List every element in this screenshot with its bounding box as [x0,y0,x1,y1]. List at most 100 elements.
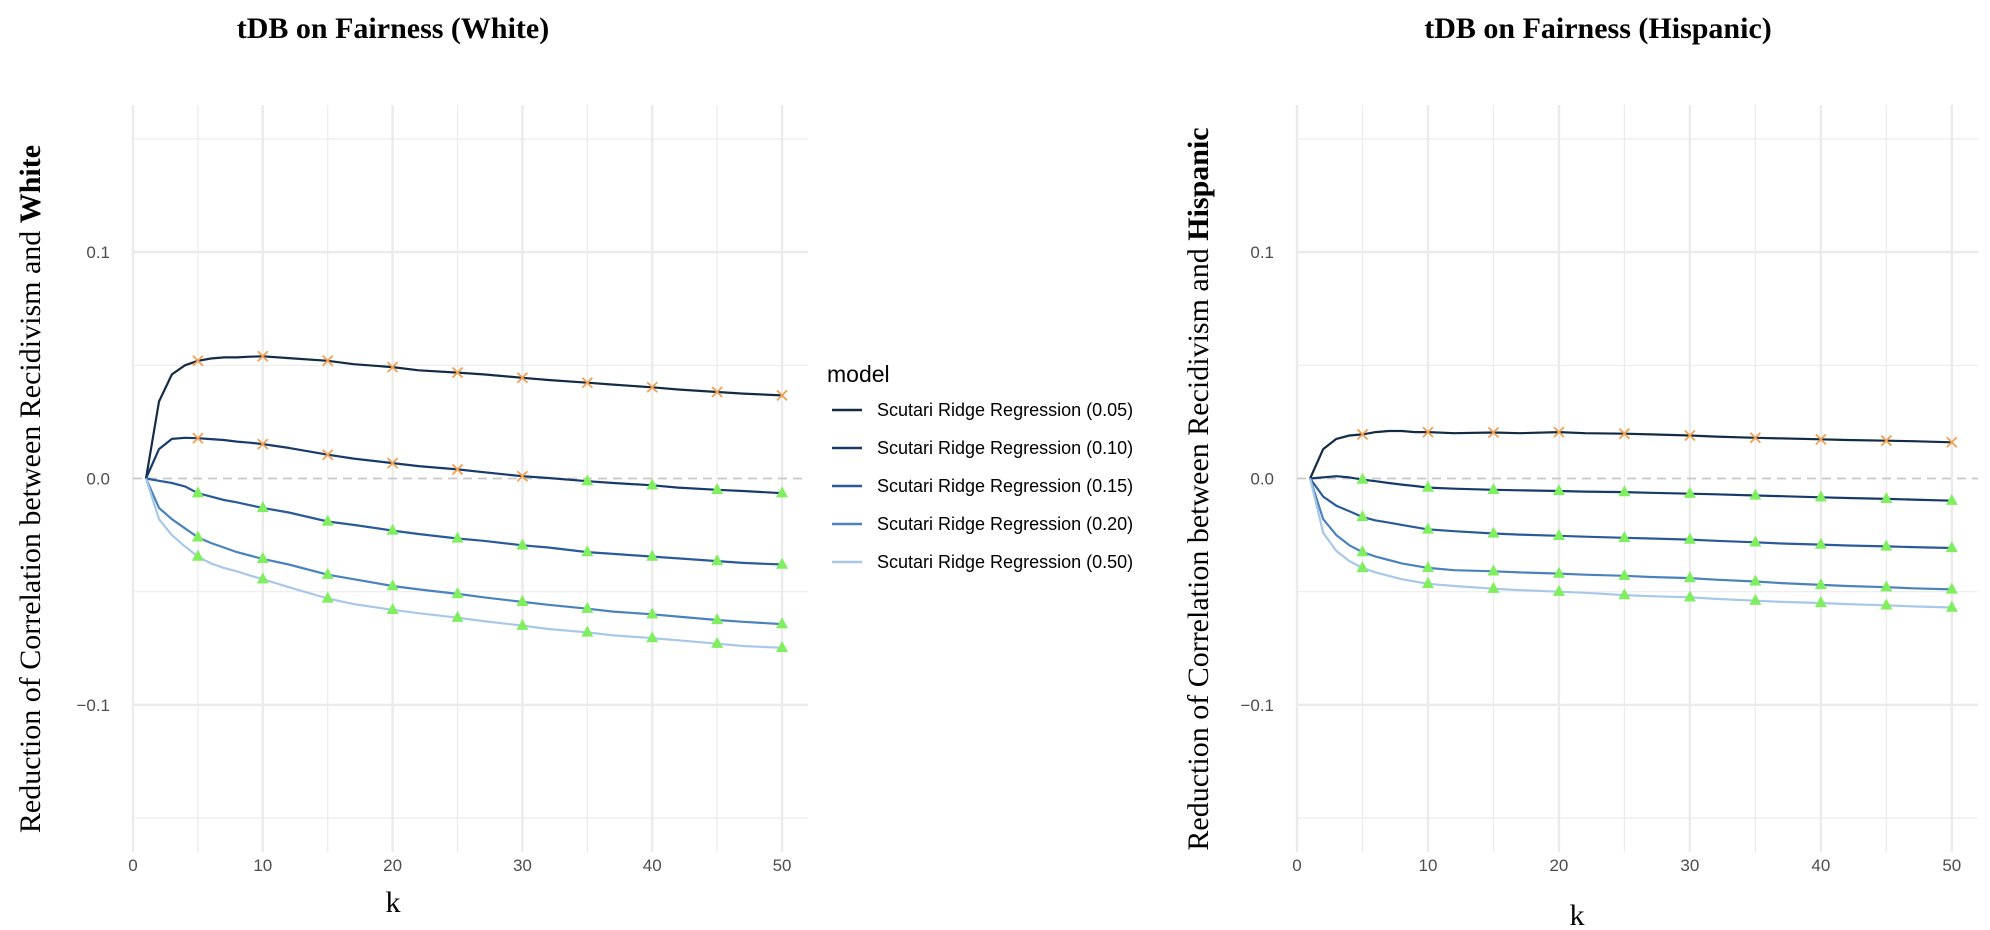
data-point-triangle [451,587,464,599]
cross-stroke [192,432,204,444]
x-tick-label: 50 [773,856,792,875]
data-point-cross [1422,426,1434,438]
cross-stroke [451,366,464,379]
cross-stroke [257,350,269,362]
data-point-cross [516,372,529,384]
data-point-cross [451,366,464,379]
cross-stroke [386,457,399,469]
legend-item-label: Scutari Ridge Regression (0.50) [877,552,1133,572]
series-line [144,478,783,626]
series-line [1309,477,1952,550]
data-point-triangle [776,617,789,629]
data-point-triangle [1683,571,1696,583]
cross-stroke [1553,426,1565,438]
legend: model Scutari Ridge Regression (0.05) Scu… [827,361,1133,572]
x-tick-label: 50 [1942,856,1961,875]
data-point-triangle [386,579,399,591]
x-tick-label: 0 [1292,856,1301,875]
y-axis-label-group: Hispanic [1182,127,1215,240]
x-tick-label: 30 [1680,856,1699,875]
data-point-cross [516,470,529,482]
data-point-triangle [1421,561,1434,573]
cross-stroke [322,355,334,367]
legend-item-label: Scutari Ridge Regression (0.20) [877,514,1133,534]
series-line [1309,478,1952,591]
data-point-cross [711,386,723,398]
y-tick-label: 0.0 [1250,470,1274,489]
legend-item-label: Scutari Ridge Regression (0.05) [877,400,1133,420]
data-point-triangle [191,530,204,542]
data-point-cross [1946,436,1958,448]
data-point-cross [1880,435,1892,447]
y-axis-label-group: White [14,145,47,223]
cross-stroke [646,381,658,393]
data-point-triangle [776,486,789,498]
legend-item: Scutari Ridge Regression (0.10) [832,438,1133,458]
y-axis-label-prefix: Reduction of Correlation between Recidiv… [14,223,47,833]
data-point-triangle [1880,598,1893,610]
legend-item: Scutari Ridge Regression (0.05) [832,400,1133,420]
data-point-triangle [1945,600,1958,612]
data-point-triangle [1421,522,1434,534]
data-point-triangle [1421,480,1434,492]
data-point-triangle [1749,593,1762,605]
data-point-triangle [1814,596,1827,608]
y-axis-label-white: Reduction of Correlation between Recidiv… [14,145,47,833]
data-point-triangle [1552,484,1565,496]
data-point-cross [1749,432,1762,444]
data-point-triangle [1880,580,1893,592]
cross-stroke [1487,426,1500,439]
data-point-cross [1553,426,1565,438]
cross-stroke [192,355,204,367]
data-point-triangle [711,554,724,566]
legend-item-label: Scutari Ridge Regression (0.15) [877,476,1133,496]
data-point-triangle [1945,582,1958,594]
cross-stroke [516,470,529,482]
data-point-triangle [581,474,594,486]
data-point-cross [192,432,204,444]
x-axis-label-hispanic: k [1570,899,1585,930]
series-line [1310,475,1952,502]
x-tick-label: 10 [1419,856,1438,875]
data-point-triangle [256,552,269,564]
cross-stroke [581,377,593,389]
x-tick-label: 20 [383,856,402,875]
data-point-triangle [646,607,659,619]
data-point-triangle [516,618,529,630]
data-point-cross [322,355,334,367]
data-point-triangle [321,591,334,603]
data-point-triangle [256,572,269,584]
data-point-triangle [646,549,659,561]
x-tick-label: 30 [513,856,532,875]
data-point-triangle [1618,530,1631,542]
legend-item: Scutari Ridge Regression (0.20) [832,514,1133,534]
y-tick-label: 0.1 [1250,243,1274,262]
cross-stroke [1880,435,1892,447]
data-point-triangle [1356,472,1369,484]
data-point-triangle [1356,545,1369,557]
data-point-cross [646,381,658,393]
data-point-triangle [581,545,594,557]
plot-panel-white: 0 10 20 30 40 50 0.1 0.0 −0.1 [76,105,808,875]
data-point-triangle [1683,486,1696,498]
data-point-triangle [1814,490,1827,502]
data-point-triangle [451,610,464,622]
data-point-triangle [581,601,594,613]
series-line [145,477,783,566]
data-point-cross [257,350,269,362]
plot-panel-hispanic: 0 10 20 30 40 50 0.1 0.0 −0.1 [1240,105,1978,875]
data-point-triangle [256,501,269,513]
chart-title-white: tDB on Fairness (White) [237,12,549,45]
cross-stroke [1946,436,1958,448]
data-point-cross [192,355,204,367]
y-tick-label: 0.1 [86,243,110,262]
x-tick-label: 40 [1811,856,1830,875]
data-point-triangle [321,514,334,526]
series-line [144,436,783,495]
data-point-triangle [1356,510,1369,522]
x-tick-label: 10 [253,856,272,875]
data-point-triangle [516,595,529,607]
legend-title: model [827,361,890,387]
data-point-cross [386,457,399,469]
